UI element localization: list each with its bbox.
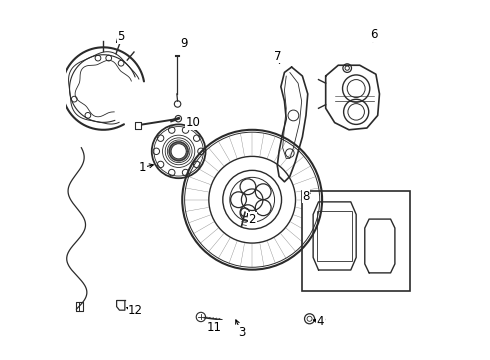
Bar	[318, 211, 352, 261]
Text: 5: 5	[118, 30, 125, 43]
Text: 12: 12	[128, 305, 143, 318]
Text: 8: 8	[302, 190, 310, 203]
Text: 4: 4	[317, 315, 324, 328]
Bar	[302, 191, 410, 291]
Text: 11: 11	[207, 320, 222, 333]
Text: 6: 6	[370, 28, 378, 41]
Text: 10: 10	[186, 116, 200, 129]
Text: 1: 1	[139, 161, 147, 174]
Text: 2: 2	[248, 213, 256, 226]
Text: 9: 9	[180, 37, 188, 50]
Text: 7: 7	[273, 50, 281, 63]
Text: 3: 3	[238, 326, 245, 339]
